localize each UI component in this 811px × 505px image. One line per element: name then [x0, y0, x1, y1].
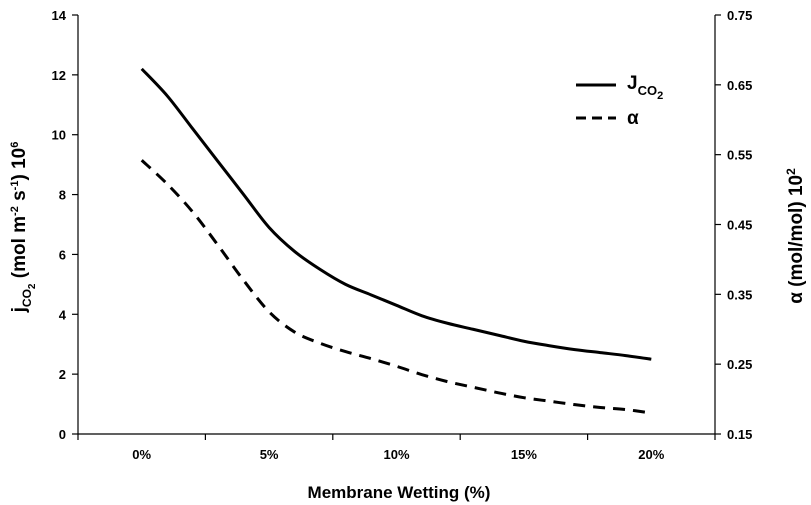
- y-axis-title: jCO2 (mol m-2 s-1) 106: [9, 142, 38, 314]
- y-axis-title-sub: CO: [20, 289, 34, 307]
- y-axis-title-mid: (mol m: [9, 216, 30, 284]
- y-tick-label: 0: [59, 427, 66, 442]
- y-axis-title-sup2: -1: [9, 181, 21, 191]
- x-tick-label: 10%: [383, 447, 409, 462]
- y-tick-label: 12: [52, 68, 66, 83]
- x-axis-title: Membrane Wetting (%): [308, 483, 491, 502]
- legend-label-alpha: α: [627, 108, 639, 129]
- legend-label-jco2-main: J: [627, 73, 638, 94]
- y2-tick-label: 0.45: [727, 218, 752, 233]
- y2-tick-label: 0.25: [727, 357, 752, 372]
- legend-label-jco2-sub: CO: [638, 83, 658, 98]
- axes: [77, 15, 716, 435]
- legend-label-jco2: JCO2: [627, 73, 663, 102]
- y-axis-title-subsub: 2: [27, 283, 38, 289]
- x-tick-label: 5%: [260, 447, 279, 462]
- y-axis-title-sup1: -2: [9, 206, 21, 216]
- tick-labels: 0 2 4 6 8 10 12 14 0.15 0.25 0.35 0.45 0.55 0.65 0.75 0…: [52, 8, 753, 462]
- y-tick-label: 2: [59, 367, 66, 382]
- y2-tick-label: 0.15: [727, 427, 752, 442]
- y2-tick-label: 0.65: [727, 78, 752, 93]
- y-tick-label: 4: [59, 307, 67, 322]
- y2-axis-title-main: α (mol/mol) 10: [786, 175, 807, 304]
- y-tick-label: 14: [52, 8, 67, 23]
- y-axis-title-mid2: s: [9, 190, 30, 206]
- y-axis-title-sup3: 6: [9, 142, 21, 148]
- series-lines: [140, 67, 652, 415]
- x-tick-label: 15%: [511, 447, 537, 462]
- series-line-alpha: [140, 159, 652, 415]
- y-tick-label: 6: [59, 247, 66, 262]
- legend: JCO2 α: [576, 73, 663, 129]
- y2-tick-label: 0.55: [727, 148, 752, 163]
- y-tick-label: 10: [52, 128, 66, 143]
- tick-marks: [72, 14, 721, 440]
- y-axis-title-end: ) 10: [9, 148, 30, 181]
- legend-label-jco2-subsub: 2: [657, 90, 663, 102]
- y2-tick-label: 0.75: [727, 8, 752, 23]
- y2-axis-title-sup: 2: [784, 168, 798, 175]
- y-tick-label: 8: [59, 188, 66, 203]
- y-axis-title-main: j: [9, 307, 30, 313]
- y2-axis-title: α (mol/mol) 102: [784, 168, 807, 304]
- series-line-jco2: [140, 67, 652, 361]
- x-tick-label: 20%: [638, 447, 664, 462]
- x-tick-label: 0%: [132, 447, 151, 462]
- y2-tick-label: 0.35: [727, 287, 752, 302]
